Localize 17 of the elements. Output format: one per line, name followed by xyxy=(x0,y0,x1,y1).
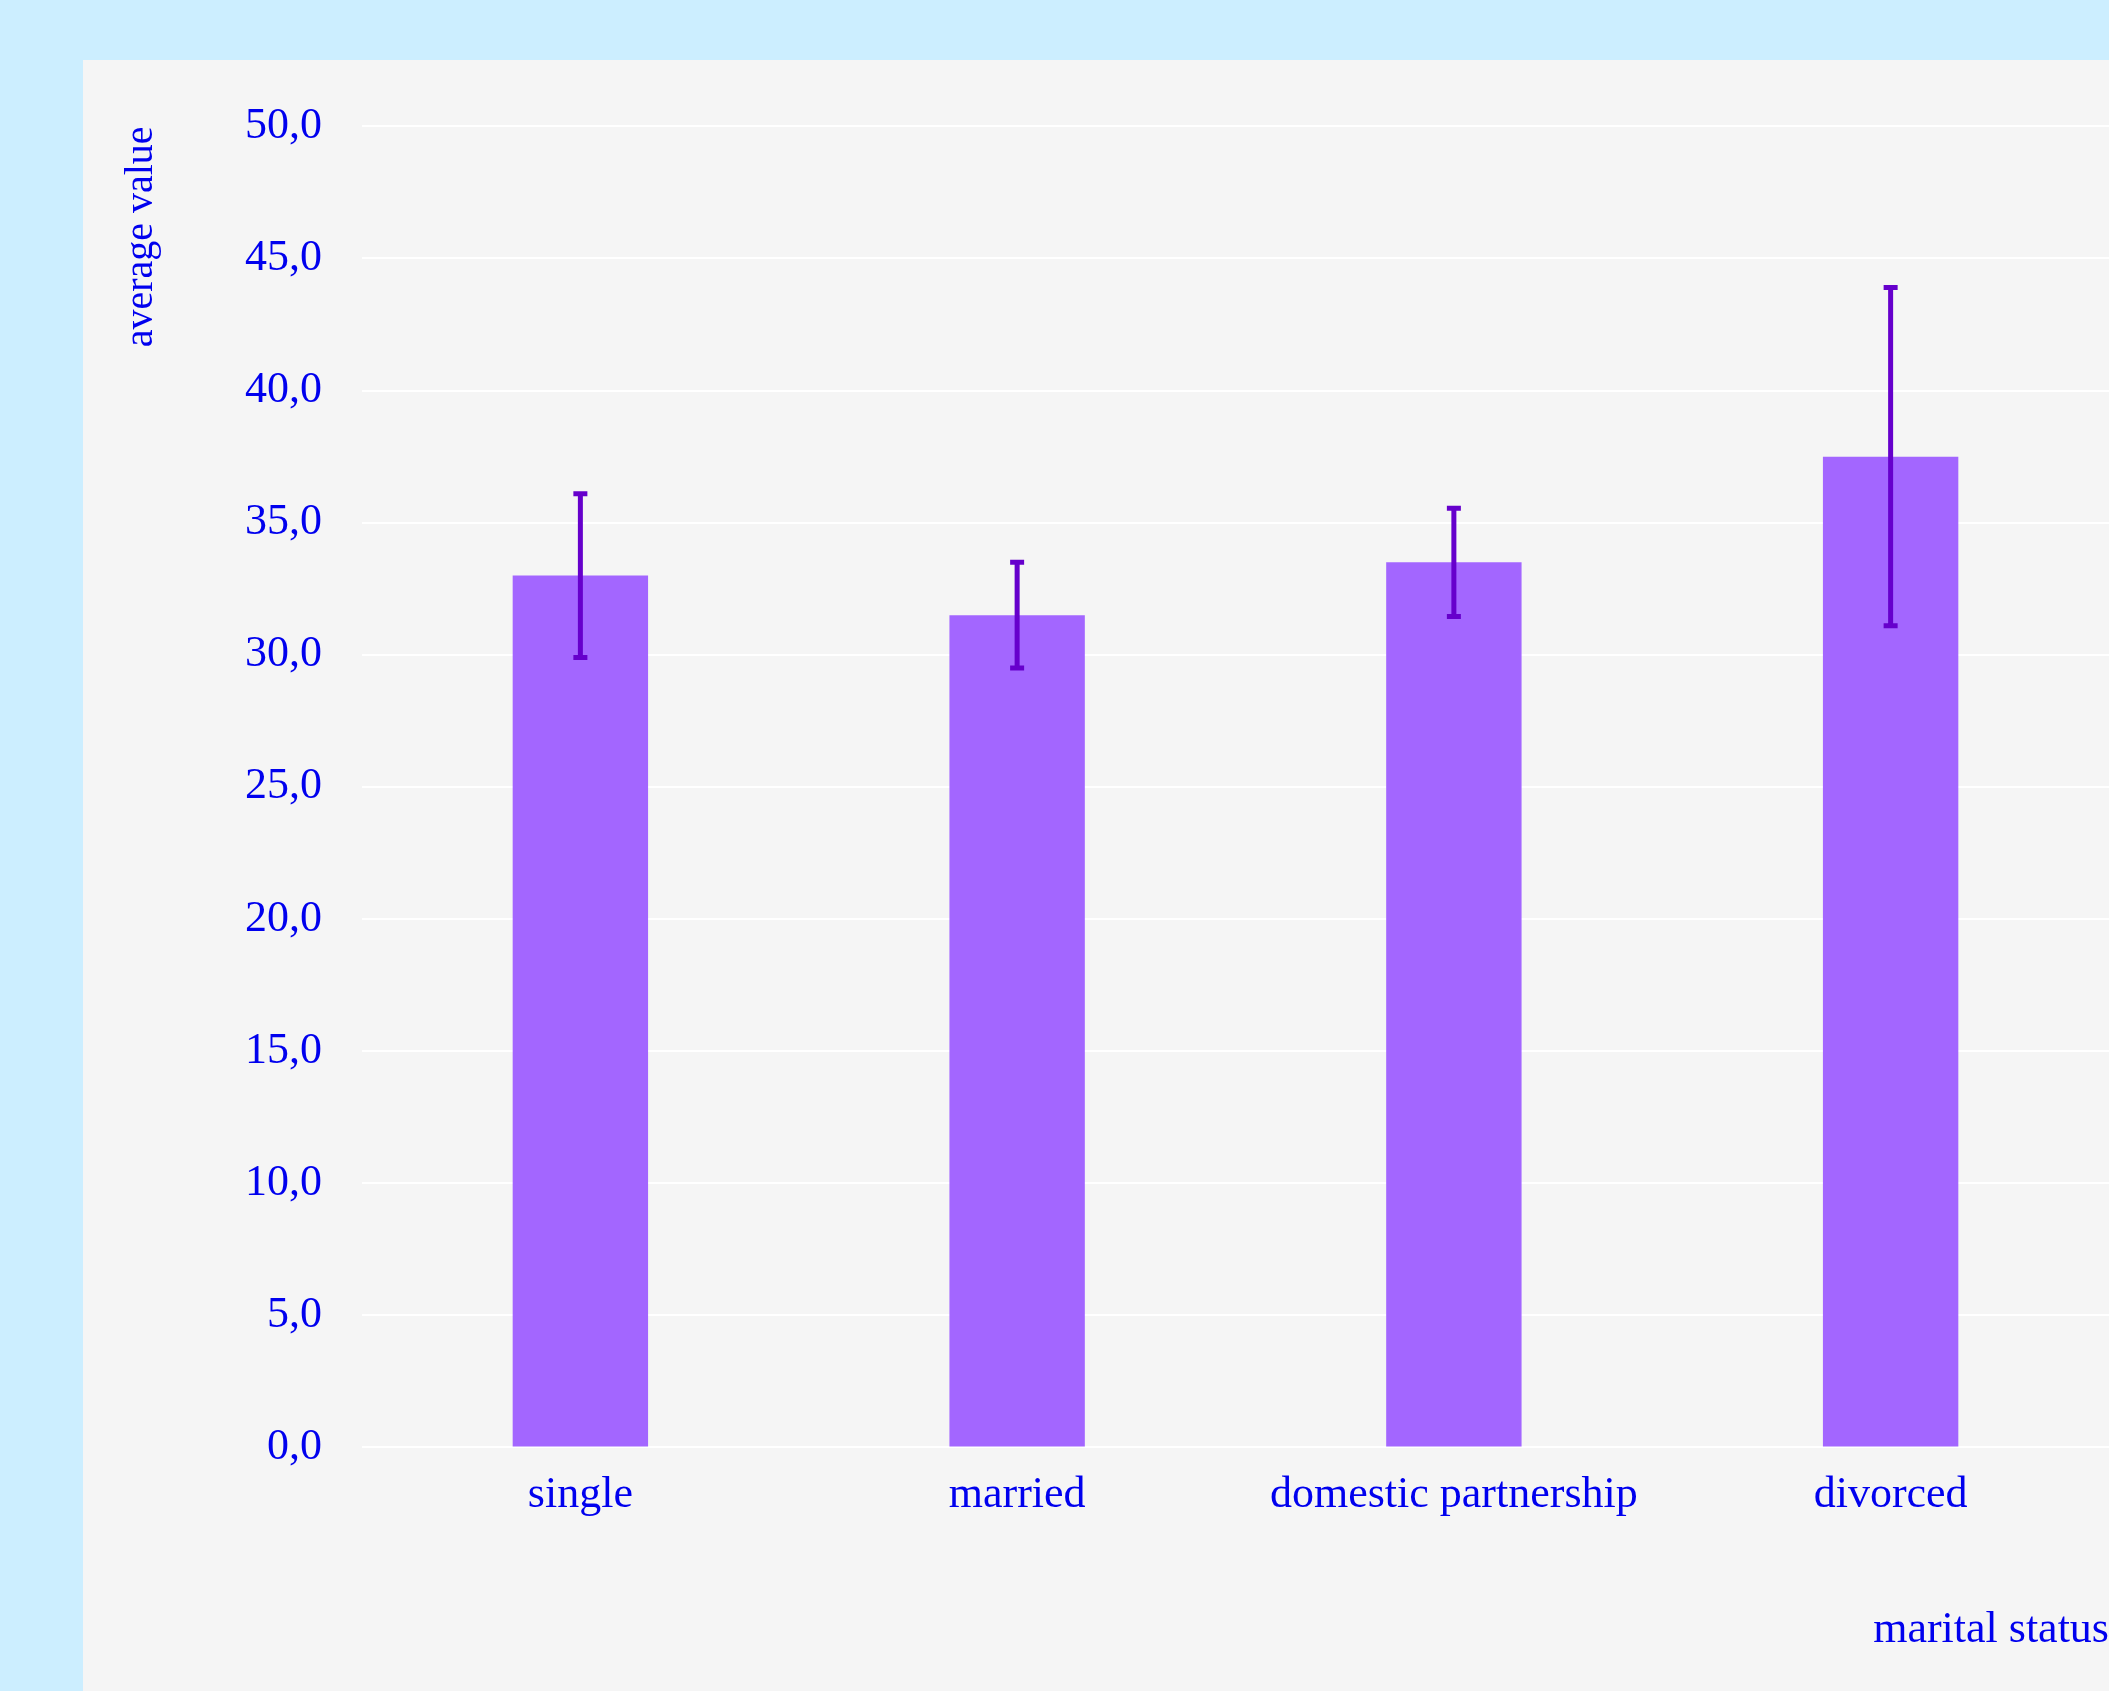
y-tick-label: 25,0 xyxy=(245,759,322,809)
y-tick-label: 15,0 xyxy=(245,1023,322,1073)
x-tick-label: married xyxy=(948,1468,1086,1518)
x-tick-label: divorced xyxy=(1813,1468,1968,1518)
y-tick-label: 45,0 xyxy=(245,231,322,281)
y-tick-label: 40,0 xyxy=(245,363,322,413)
y-tick-label: 5,0 xyxy=(267,1287,322,1337)
x-tick-label: single xyxy=(527,1468,633,1518)
y-tick-label: 0,0 xyxy=(267,1419,322,1469)
y-axis-title: average value xyxy=(115,126,161,348)
x-tick-label: domestic partnership xyxy=(1269,1468,1638,1518)
x-axis-title: marital status xyxy=(1873,1603,2109,1653)
y-tick-label: 20,0 xyxy=(245,891,322,941)
y-tick-label: 35,0 xyxy=(245,495,322,545)
y-tick-label: 30,0 xyxy=(245,627,322,677)
y-tick-label: 50,0 xyxy=(245,98,322,148)
y-tick-label: 10,0 xyxy=(245,1155,322,1205)
